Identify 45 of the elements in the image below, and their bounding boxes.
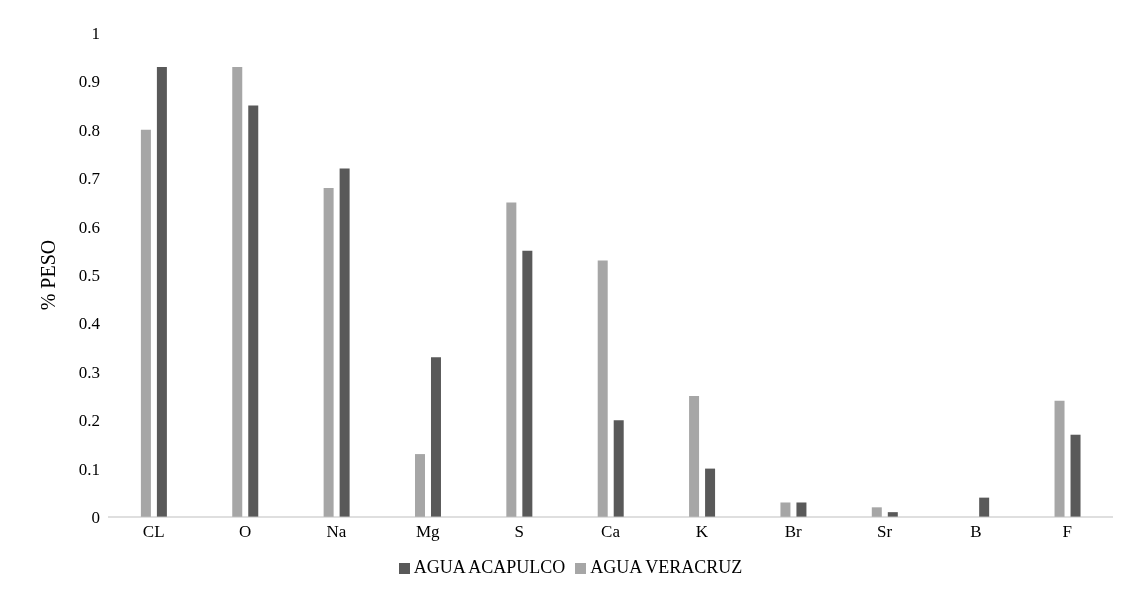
y-tick-label: 0.8	[78, 120, 100, 140]
bar	[323, 187, 334, 517]
y-tick-label: 0.3	[78, 362, 100, 382]
x-tick-label: Br	[784, 522, 803, 542]
x-tick-label: Sr	[877, 522, 893, 542]
y-tick-label: 0.6	[78, 217, 100, 237]
x-tick-label: Ca	[601, 522, 621, 542]
bar	[156, 66, 167, 517]
legend-label: AGUA ACAPULCO	[413, 557, 566, 577]
x-tick-label: F	[1062, 522, 1073, 542]
y-tick-label: 0	[91, 508, 100, 528]
bar	[613, 420, 624, 517]
bar	[339, 168, 350, 517]
y-tick-label: 0.7	[78, 169, 101, 189]
bar	[871, 507, 882, 517]
bar	[979, 497, 990, 517]
x-tick-label: Na	[326, 522, 347, 542]
y-tick-label: 0.5	[78, 266, 100, 286]
legend-label: AGUA VERACRUZ	[590, 557, 743, 577]
y-tick-label: 0.9	[78, 72, 100, 92]
x-tick-label: B	[970, 522, 982, 542]
x-tick-label: K	[695, 522, 709, 542]
bar	[705, 468, 716, 517]
bar	[1070, 434, 1081, 517]
y-tick-label: 1	[91, 24, 100, 44]
bar	[780, 502, 791, 517]
y-tick-label: 0.4	[78, 314, 101, 334]
bar	[232, 66, 243, 517]
x-tick-label: Mg	[415, 522, 441, 542]
bar	[248, 105, 259, 517]
x-tick-label: CL	[142, 522, 165, 542]
bar	[796, 502, 807, 517]
x-tick-label: S	[514, 522, 524, 542]
y-axis-title: % PESO	[37, 239, 60, 311]
y-tick-label: 0.1	[78, 459, 100, 479]
bar	[1054, 400, 1065, 517]
bar	[597, 260, 608, 517]
bar	[414, 454, 425, 517]
bar	[506, 202, 517, 517]
y-tick-label: 0.2	[78, 411, 100, 431]
bar	[689, 396, 700, 517]
bar	[522, 250, 533, 517]
bar	[140, 129, 151, 517]
bar	[430, 357, 441, 517]
x-tick-label: O	[238, 522, 252, 542]
